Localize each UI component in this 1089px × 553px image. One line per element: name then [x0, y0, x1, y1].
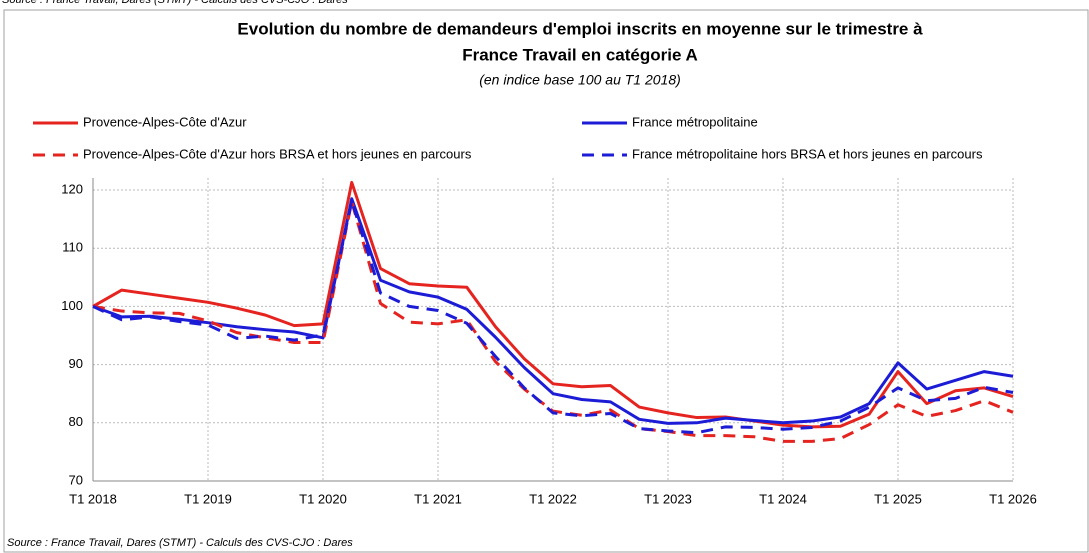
x-tick-label: T1 2020: [299, 491, 347, 506]
source: Source : France Travail, Dares (STMT) - …: [7, 537, 353, 549]
y-tick-label: 110: [62, 240, 83, 255]
series-line: [92, 197, 1014, 425]
chart-title-line2: France Travail en catégorie A: [462, 45, 698, 64]
chart-title: Evolution du nombre de demandeurs d'empl…: [237, 19, 923, 38]
legend-label: France métropolitaine: [632, 114, 758, 129]
legend-label: Provence-Alpes-Côte d'Azur: [83, 114, 247, 129]
x-tick-label: T1 2024: [759, 491, 807, 506]
series-line: [92, 199, 1014, 435]
y-tick-label: 120: [61, 181, 83, 196]
x-tick-label: T1 2026: [989, 491, 1037, 506]
x-tick-label: T1 2022: [529, 491, 577, 506]
legend-label: Provence-Alpes-Côte d'Azur hors BRSA et …: [83, 146, 472, 161]
x-tick-label: T1 2025: [874, 491, 922, 506]
y-tick-label: 70: [69, 472, 83, 487]
source-top: Source : France Travail, Dares (STMT) - …: [2, 0, 348, 6]
legend-label: France métropolitaine hors BRSA et hors …: [632, 146, 983, 161]
y-tick-label: 90: [69, 356, 83, 371]
frame: [3, 9, 1089, 553]
series-line: [92, 180, 1014, 429]
x-tick-label: T1 2023: [644, 491, 692, 506]
x-tick-label: T1 2019: [184, 491, 232, 506]
x-tick-label: T1 2018: [69, 491, 117, 506]
chart-subtitle: (en indice base 100 au T1 2018): [479, 72, 681, 88]
y-tick-label: 100: [61, 298, 83, 313]
y-tick-label: 80: [69, 414, 83, 429]
x-tick-label: T1 2021: [414, 491, 462, 506]
